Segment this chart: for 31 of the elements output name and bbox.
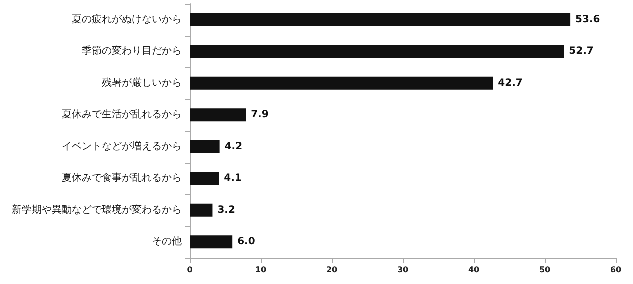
y-tick-label: 残暑が厳しいから bbox=[102, 76, 182, 89]
data-label: 53.6 bbox=[576, 14, 600, 26]
x-tick-label: 40 bbox=[468, 266, 480, 274]
y-tick-label: その他 bbox=[152, 236, 182, 248]
data-label: 52.7 bbox=[569, 46, 594, 58]
y-tick-label: 季節の変わり目だから bbox=[82, 45, 182, 58]
bar bbox=[190, 140, 220, 154]
data-label: 4.1 bbox=[224, 173, 242, 184]
y-tick-label: 夏休みで生活が乱れるから bbox=[62, 108, 182, 121]
x-tick-label: 30 bbox=[397, 266, 409, 274]
x-tick-label: 20 bbox=[326, 266, 338, 274]
x-tick-label: 60 bbox=[610, 266, 622, 274]
x-tick-label: 10 bbox=[255, 266, 267, 274]
bar bbox=[190, 108, 246, 122]
data-label: 42.7 bbox=[498, 78, 523, 89]
bar bbox=[190, 45, 564, 58]
bar bbox=[190, 76, 494, 90]
y-tick-label: 新学期や異動などで環境が変わるから bbox=[12, 204, 182, 216]
y-tick-label: 夏の疲れがぬけないから bbox=[72, 13, 182, 26]
y-tick-label: イベントなどが増えるから bbox=[62, 140, 182, 152]
data-label: 4.2 bbox=[224, 141, 243, 152]
data-label: 6.0 bbox=[238, 236, 256, 248]
y-tick-label: 夏休みで食事が乱れるから bbox=[62, 172, 182, 184]
bar bbox=[190, 13, 571, 26]
bar bbox=[190, 236, 233, 249]
data-label: 7.9 bbox=[251, 110, 269, 121]
x-tick-label: 0 bbox=[187, 266, 194, 274]
data-label: 3.2 bbox=[218, 204, 236, 216]
bar bbox=[190, 204, 213, 217]
x-tick-label: 50 bbox=[539, 266, 551, 274]
bar bbox=[190, 172, 220, 186]
